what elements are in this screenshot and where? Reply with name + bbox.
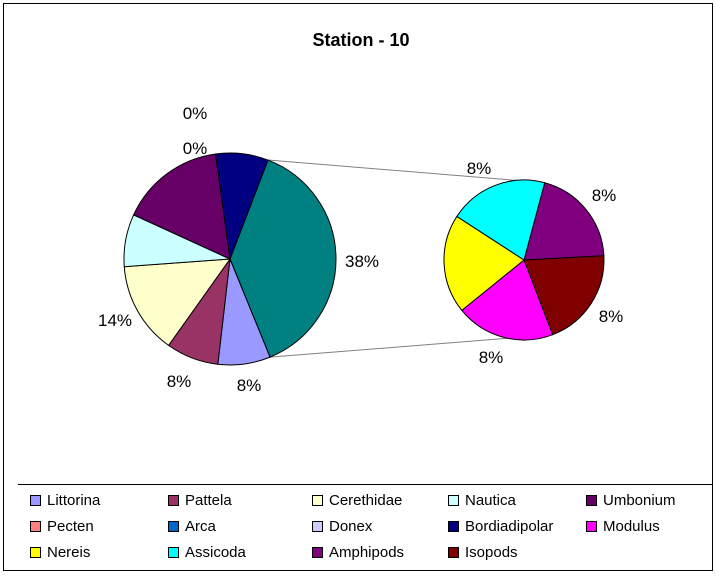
main-pie-label-other: 38%	[345, 252, 379, 271]
legend-label-cerethidae: Cerethidae	[329, 491, 403, 509]
legend-swatch-umbonium	[586, 494, 597, 506]
legend-label-nereis: Nereis	[47, 543, 91, 561]
secondary-pie	[443, 179, 605, 341]
legend-swatch-bordiadipolar	[448, 520, 459, 532]
secondary-pie-slice-assicoda	[456, 179, 546, 261]
legend-swatch-assicoda	[168, 546, 179, 558]
legend-label-pattela: Pattela	[185, 491, 232, 509]
legend-swatch-arca	[168, 520, 179, 532]
legend: Littorina Pattela Cerethidae Nautica Umboniu…	[18, 484, 712, 568]
legend-item-amphipods: Amphipods	[312, 541, 404, 563]
connector-lines	[267, 159, 553, 358]
legend-swatch-pattela	[168, 494, 179, 506]
legend-label-amphipods: Amphipods	[329, 543, 405, 561]
legend-label-assicoda: Assicoda	[185, 543, 246, 561]
secondary-pie-label-isopods: 8%	[599, 307, 624, 326]
legend-item-donex: Donex	[312, 515, 372, 537]
secondary-pie-slice-modulus	[461, 259, 554, 341]
legend-swatch-littorina	[30, 494, 41, 506]
pie-of-pie-chart: Station - 10 8% 8% 14% 0% 0% 38% 8% 8% 8% 8%	[98, 30, 623, 395]
chart-title: Station - 10	[312, 30, 409, 50]
legend-label-bordiadipolar: Bordiadipolar	[465, 517, 554, 535]
connector-bottom	[270, 334, 553, 358]
legend-swatch-cerethidae	[312, 494, 323, 506]
legend-item-littorina: Littorina	[30, 489, 100, 511]
main-pie	[123, 152, 337, 366]
legend-label-arca: Arca	[185, 517, 216, 535]
legend-label-nautica: Nautica	[465, 491, 516, 509]
secondary-pie-slice-nereis	[443, 215, 525, 312]
legend-item-nereis: Nereis	[30, 541, 90, 563]
legend-swatch-pecten	[30, 520, 41, 532]
legend-item-assicoda: Assicoda	[168, 541, 246, 563]
legend-item-modulus: Modulus	[586, 515, 660, 537]
main-pie-label-cerethidae: 14%	[98, 311, 132, 330]
legend-swatch-amphipods	[312, 546, 323, 558]
main-pie-label-arca: 0%	[183, 104, 208, 123]
legend-item-nautica: Nautica	[448, 489, 516, 511]
legend-item-umbonium: Umbonium	[586, 489, 676, 511]
legend-swatch-nereis	[30, 546, 41, 558]
secondary-pie-label-modulus: 8%	[479, 348, 504, 367]
legend-item-pattela: Pattela	[168, 489, 232, 511]
legend-swatch-isopods	[448, 546, 459, 558]
legend-item-isopods: Isopods	[448, 541, 518, 563]
chart-area: Station - 10 8% 8% 14% 0% 0% 38% 8% 8% 8% 8% Litt…	[3, 3, 713, 571]
legend-swatch-donex	[312, 520, 323, 532]
legend-label-donex: Donex	[329, 517, 373, 535]
main-pie-slice-bordiadipolar	[215, 152, 269, 260]
main-pie-slice-cerethidae	[123, 258, 232, 347]
legend-swatch-modulus	[586, 520, 597, 532]
secondary-pie-label-assicoda: 8%	[467, 159, 492, 178]
legend-item-pecten: Pecten	[30, 515, 94, 537]
legend-item-cerethidae: Cerethidae	[312, 489, 402, 511]
main-pie-label-pattela: 8%	[167, 372, 192, 391]
data-labels: 8% 8% 14% 0% 0% 38% 8% 8% 8% 8%	[98, 104, 623, 395]
connector-top	[267, 159, 545, 184]
legend-swatch-nautica	[448, 494, 459, 506]
legend-label-isopods: Isopods	[465, 543, 518, 561]
legend-label-umbonium: Umbonium	[603, 491, 676, 509]
legend-label-modulus: Modulus	[603, 517, 660, 535]
secondary-pie-label-amphipods: 8%	[592, 186, 617, 205]
main-pie-slice-umbonium	[132, 153, 231, 260]
main-pie-slice-other	[229, 159, 337, 358]
legend-item-bordiadipolar: Bordiadipolar	[448, 515, 553, 537]
secondary-pie-slice-isopods	[523, 255, 605, 336]
main-pie-label-pecten: 0%	[183, 139, 208, 158]
legend-label-pecten: Pecten	[47, 517, 94, 535]
secondary-pie-slice-amphipods	[523, 182, 605, 261]
legend-item-arca: Arca	[168, 515, 216, 537]
legend-label-littorina: Littorina	[47, 491, 101, 509]
main-pie-label-littorina: 8%	[237, 376, 262, 395]
